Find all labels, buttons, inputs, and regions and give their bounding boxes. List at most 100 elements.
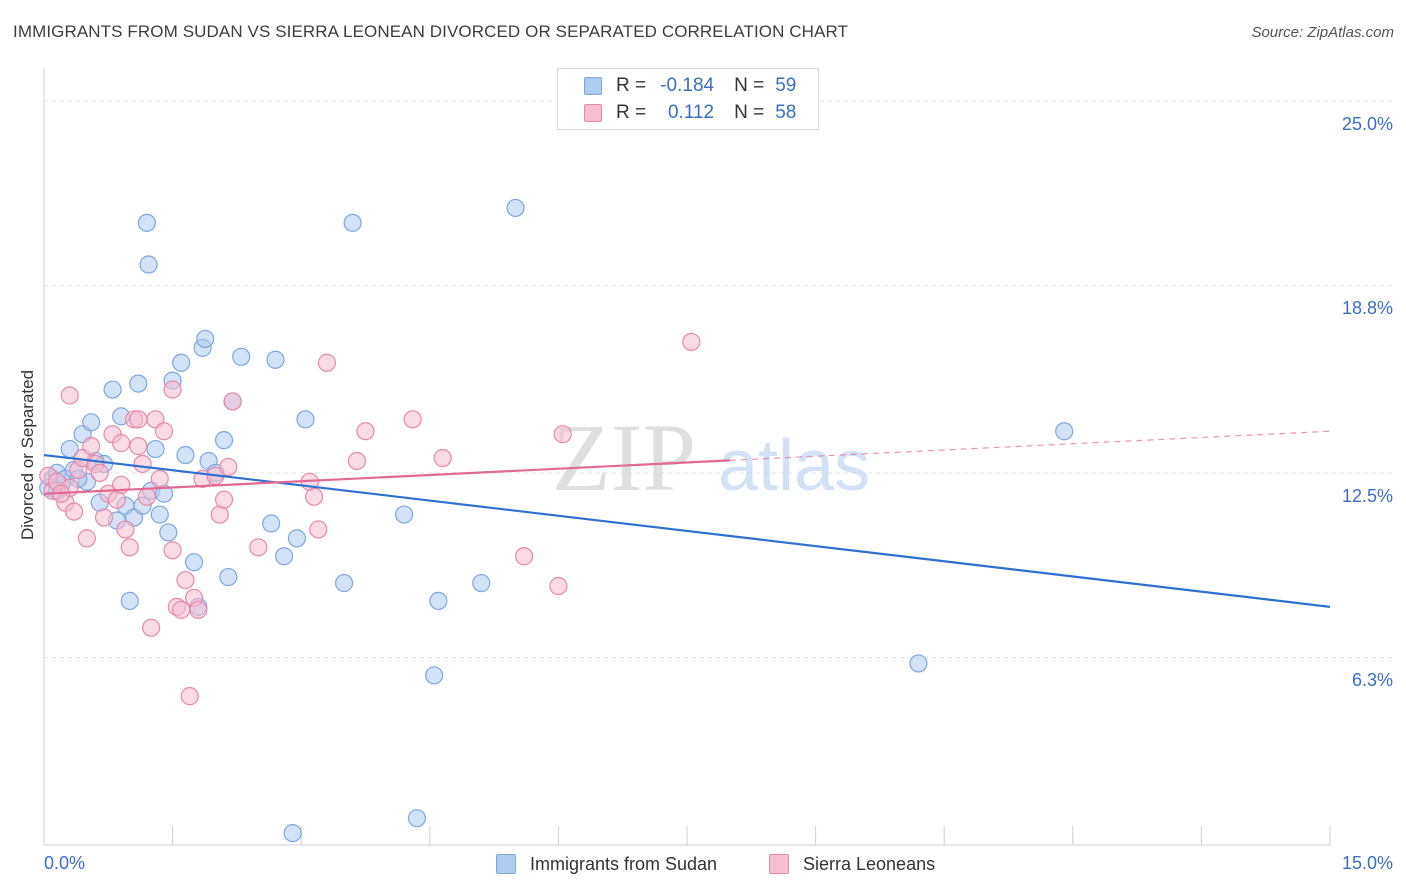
source-label: Source: ZipAtlas.com <box>1251 24 1394 41</box>
sierra-leonean-point <box>133 454 152 474</box>
legend-r-label: R = <box>616 102 647 123</box>
sudan-point <box>146 439 165 459</box>
x-tick-label-max: 15.0% <box>1341 853 1393 873</box>
watermark-atlas: atlas <box>718 426 870 506</box>
sierra-leonean-point <box>129 410 148 429</box>
legend-n-value: 59 <box>775 75 797 96</box>
sierra-leonean-point <box>82 437 101 456</box>
sierra-leonean-point <box>403 410 422 429</box>
sudan-point <box>82 413 101 432</box>
sierra-leonean-trend-line <box>43 459 730 495</box>
sudan-point <box>120 591 139 610</box>
legend-swatch-blue <box>584 77 602 95</box>
sierra-leonean-point <box>176 570 195 590</box>
legend-row-sierra: R = 0.112 N = 58 <box>584 101 796 125</box>
sudan-point <box>274 547 294 566</box>
bottom-legend-sierra: Sierra Leoneans <box>769 851 935 877</box>
bottom-legend-label: Sierra Leoneans <box>803 853 936 874</box>
y-tick-label: 25.0% <box>1341 113 1393 134</box>
y-tick-label: 6.3% <box>1351 670 1393 691</box>
sierra-leonean-point <box>172 600 191 619</box>
trend-lines <box>43 430 1331 608</box>
sierra-leonean-point <box>356 422 375 441</box>
sierra-leonean-point <box>682 332 701 352</box>
sudan-point <box>176 445 195 465</box>
sierra-leonean-point <box>60 386 79 405</box>
sudan-point <box>214 431 234 450</box>
legend-n-label: N = <box>734 75 765 96</box>
sudan-point <box>196 329 215 349</box>
sudan-point <box>266 350 285 369</box>
sierra-leonean-point <box>515 547 534 566</box>
sierra-leonean-point <box>163 541 182 560</box>
gridlines <box>44 100 1392 658</box>
sierra-leonean-point <box>163 380 182 399</box>
sierra-leonean-point <box>64 502 84 521</box>
sudan-point <box>424 666 444 685</box>
sudan-point <box>429 591 448 610</box>
axes <box>43 68 1331 846</box>
sudan-point <box>1055 422 1074 441</box>
sudan-point <box>909 654 928 673</box>
sierra-leonean-point <box>189 600 208 619</box>
legend-r-value: 0.112 <box>667 102 715 123</box>
sudan-point <box>506 198 525 218</box>
sudan-point <box>472 573 491 593</box>
sierra-leonean-point <box>317 353 337 372</box>
sudan-point <box>137 213 156 232</box>
legend-n-label: N = <box>734 102 765 123</box>
y-axis-label: Divorced or Separated <box>18 369 37 541</box>
sudan-point <box>262 514 281 533</box>
sudan-point <box>150 505 169 524</box>
sierra-leonean-point <box>549 576 568 596</box>
sudan-point <box>172 353 191 372</box>
sierra-leonean-point <box>347 451 367 471</box>
sudan-point <box>407 809 427 828</box>
sierra-leonean-point <box>116 520 135 539</box>
sierra-leonean-trend-extension <box>729 430 1331 461</box>
chart-title: IMMIGRANTS FROM SUDAN VS SIERRA LEONEAN … <box>13 22 849 41</box>
bottom-legend-label: Immigrants from Sudan <box>530 853 718 874</box>
legend-row-sudan: R = -0.184 N = 59 <box>584 74 796 98</box>
sudan-point <box>159 523 178 542</box>
sierra-leonean-point <box>214 490 234 509</box>
sierra-leonean-point <box>249 538 268 557</box>
sierra-leonean-point <box>180 687 199 706</box>
sudan-point <box>139 255 158 274</box>
watermark-zip: ZIP <box>552 404 696 511</box>
sierra-leonean-point <box>94 508 114 527</box>
sierra-leonean-point <box>142 618 161 637</box>
bottom-legend-swatch-pink <box>769 854 789 874</box>
sudan-trend-line <box>43 453 1331 608</box>
sudan-point <box>394 505 414 524</box>
sierra-leonean-point <box>90 463 109 482</box>
sudan-point <box>343 213 362 232</box>
sierra-leonean-point <box>433 448 452 468</box>
sudan-point <box>283 823 302 843</box>
sierra-leonean-point <box>129 437 148 456</box>
sudan-point <box>287 529 307 548</box>
bottom-legend-swatch-blue <box>496 854 516 874</box>
sudan-point <box>334 573 354 593</box>
sierra-leonean-point <box>309 520 328 539</box>
legend-r-label: R = <box>616 75 647 96</box>
y-tick-label: 12.5% <box>1341 485 1393 506</box>
sierra-leonean-point <box>112 434 131 453</box>
sudan-point <box>184 553 204 572</box>
sierra-leonean-point <box>553 425 572 444</box>
sierra-leonean-point <box>120 538 139 557</box>
sierra-leonean-point <box>223 392 242 411</box>
watermark: ZIP atlas <box>552 404 870 511</box>
sierra-leonean-point <box>154 422 174 441</box>
sierra-leonean-point <box>137 487 156 506</box>
sudan-point <box>129 374 148 393</box>
bottom-legend-sudan: Immigrants from Sudan <box>496 851 717 877</box>
sierra-leonean-point <box>219 457 238 477</box>
legend-n-value: 58 <box>775 102 797 123</box>
sudan-point <box>103 380 122 399</box>
sierra-leonean-point <box>304 487 324 506</box>
sudan-point <box>296 410 315 429</box>
x-tick-label-min: 0.0% <box>44 853 86 873</box>
sierra-leonean-point <box>150 469 169 488</box>
